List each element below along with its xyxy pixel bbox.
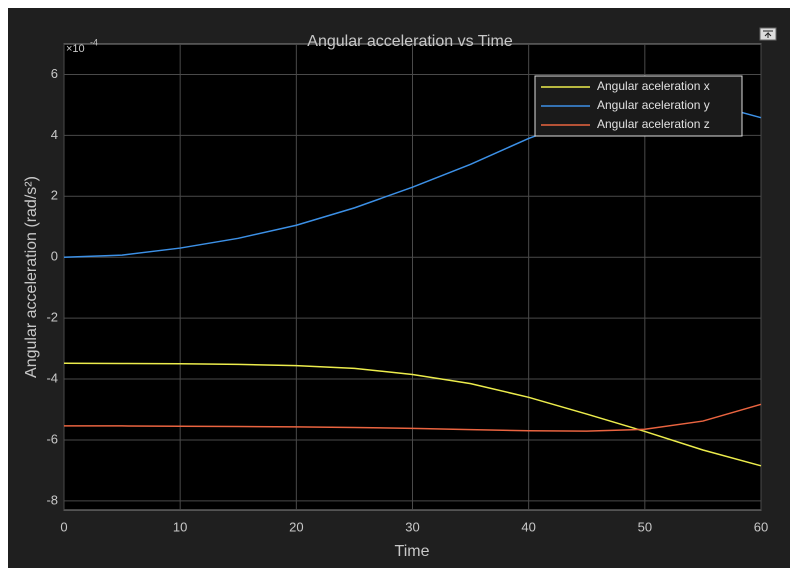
- legend: Angular aceleration x Angular aceleration…: [534, 75, 743, 137]
- y-tick-label: 0: [51, 249, 58, 264]
- y-exponent: -4: [90, 37, 98, 47]
- y-tick-label: -4: [46, 370, 58, 385]
- x-tick-label: 20: [289, 519, 303, 534]
- x-tick-label: 50: [638, 519, 652, 534]
- y-tick-label: 4: [51, 127, 58, 142]
- y-tick-label: -6: [46, 431, 58, 446]
- legend-label: Angular aceleration z: [597, 117, 710, 131]
- x-tick-label: 40: [521, 519, 535, 534]
- x-tick-label: 10: [173, 519, 187, 534]
- x-tick-label: 30: [405, 519, 419, 534]
- data-line: [64, 403, 762, 432]
- y-tick-label: 6: [51, 66, 58, 81]
- y-tick-label: 2: [51, 188, 58, 203]
- chart-title: Angular acceleration vs Time: [307, 33, 513, 50]
- legend-label: Angular aceleration y: [597, 98, 710, 112]
- export-button[interactable]: [759, 27, 777, 41]
- y-axis-label: Angular acceleration (rad/s²): [23, 176, 40, 378]
- x-tick-label: 0: [60, 519, 67, 534]
- y-exponent-base: ×10: [66, 43, 85, 55]
- data-line: [63, 362, 762, 467]
- y-tick-label: -8: [46, 492, 58, 507]
- y-tick-label: -2: [46, 310, 58, 325]
- x-tick-label: 60: [754, 519, 768, 534]
- legend-label: Angular aceleration x: [597, 79, 710, 93]
- x-axis-label: Time: [395, 543, 430, 560]
